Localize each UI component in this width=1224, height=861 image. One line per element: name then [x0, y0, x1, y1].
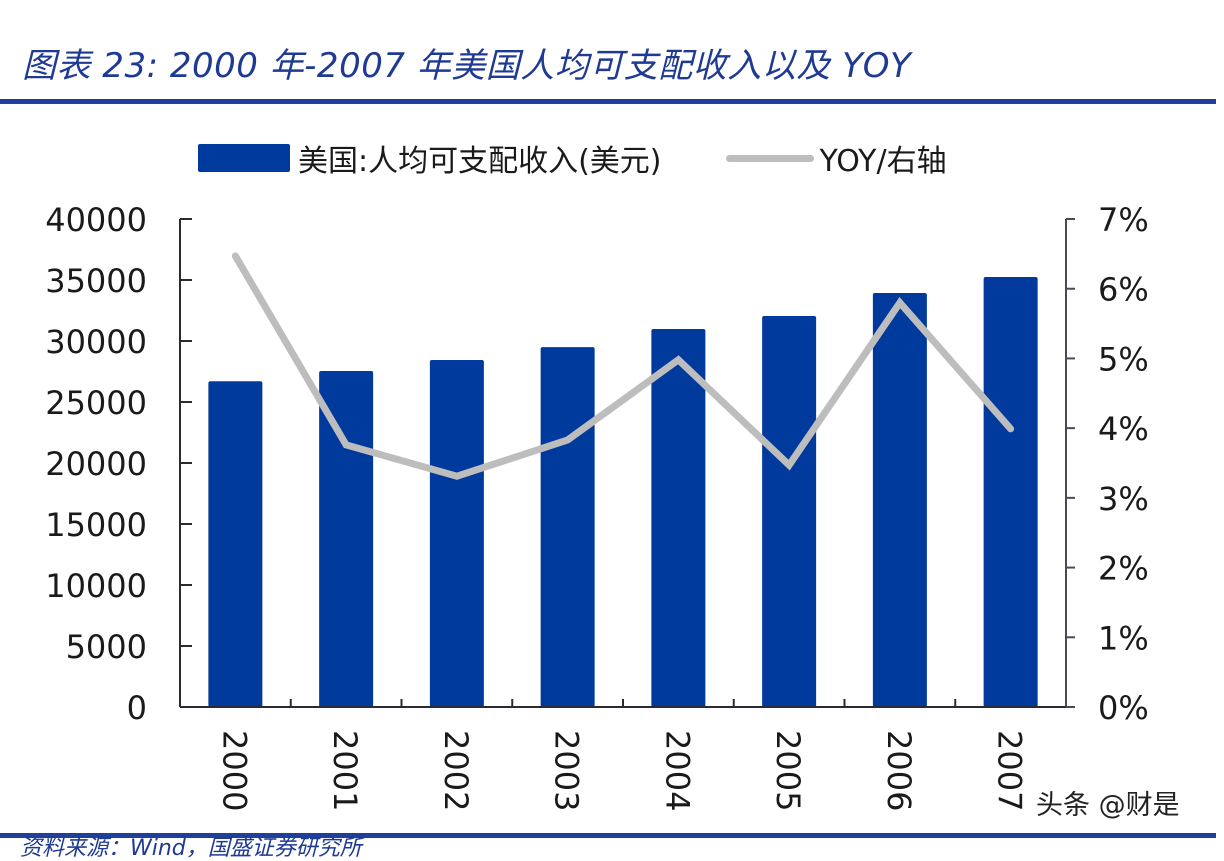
legend-bar-label: 美国:人均可支配收入(美元): [298, 144, 662, 179]
x-axis-label: 2003: [548, 730, 586, 811]
x-axis-label: 2002: [437, 730, 475, 811]
x-axis-label: 2006: [880, 730, 918, 811]
watermark: 头条 @财是: [1036, 790, 1180, 821]
bar-2001: [319, 371, 374, 707]
source-note: 资料来源：Wind，国盛证券研究所: [20, 836, 362, 861]
left-axis-label: 15000: [45, 506, 147, 544]
left-axis-label: 10000: [45, 567, 147, 605]
x-axis-label: 2005: [769, 730, 807, 811]
legend-line-label: YOY/右轴: [819, 144, 947, 179]
left-axis-label: 30000: [45, 323, 147, 361]
right-axis-label: 7%: [1098, 201, 1149, 239]
right-axis-label: 4%: [1098, 410, 1149, 448]
left-axis-label: 20000: [45, 445, 147, 483]
x-axis-label: 2004: [658, 730, 696, 811]
legend-bar-swatch-icon: [198, 144, 290, 172]
bar-2000: [208, 381, 263, 707]
bar-2007: [983, 276, 1038, 707]
chart-title: 图表 23: 2000 年-2007 年美国人均可支配收入以及 YOY: [22, 46, 912, 86]
x-axis-label: 2001: [326, 730, 364, 811]
right-axis-label: 2%: [1098, 550, 1149, 588]
left-axis-label: 25000: [45, 384, 147, 422]
right-axis-label: 6%: [1098, 271, 1149, 309]
bar-2005: [762, 315, 817, 707]
bar-2002: [429, 360, 484, 707]
bar-2003: [540, 347, 595, 707]
left-axis-label: 40000: [45, 201, 147, 239]
footer-divider: [0, 833, 1216, 838]
title-divider: [0, 99, 1216, 104]
yoy-line: [231, 252, 1015, 480]
left-axis-label: 35000: [45, 262, 147, 300]
left-axis-label: 5000: [66, 628, 147, 666]
right-axis-label: 3%: [1098, 480, 1149, 518]
x-axis-label: 2007: [991, 730, 1029, 811]
legend-line-swatch-icon: [725, 154, 814, 162]
right-axis-label: 0%: [1098, 689, 1149, 727]
right-axis-label: 5%: [1098, 340, 1149, 378]
bar-2004: [651, 329, 706, 707]
legend: 美国:人均可支配收入(美元) YOY/右轴: [198, 138, 947, 179]
x-axis-label: 2000: [215, 730, 253, 811]
left-axis-label: 0: [127, 689, 147, 727]
bar-2006: [872, 293, 927, 707]
right-axis-label: 1%: [1098, 619, 1149, 657]
